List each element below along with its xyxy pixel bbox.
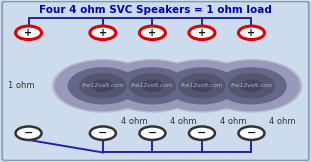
Circle shape — [139, 26, 165, 40]
Circle shape — [118, 68, 187, 104]
Circle shape — [139, 127, 165, 140]
Circle shape — [201, 60, 302, 112]
Circle shape — [229, 74, 275, 98]
Circle shape — [241, 80, 262, 91]
Circle shape — [217, 68, 286, 104]
Text: the12volt.com: the12volt.com — [131, 83, 174, 88]
Text: −: − — [24, 128, 33, 138]
Circle shape — [55, 61, 151, 111]
Text: −: − — [98, 128, 108, 138]
Circle shape — [129, 74, 175, 98]
Circle shape — [191, 80, 212, 91]
Text: 4 ohm: 4 ohm — [121, 117, 147, 127]
Text: the12volt.com: the12volt.com — [81, 83, 124, 88]
Text: −: − — [148, 128, 157, 138]
Circle shape — [16, 26, 42, 40]
Text: Four 4 ohm SVC Speakers = 1 ohm load: Four 4 ohm SVC Speakers = 1 ohm load — [39, 5, 272, 15]
Text: the12volt.com: the12volt.com — [230, 83, 273, 88]
Circle shape — [151, 60, 253, 112]
Text: −: − — [247, 128, 256, 138]
Circle shape — [142, 80, 163, 91]
Text: +: + — [198, 28, 206, 38]
Text: the12volt.com: the12volt.com — [181, 83, 223, 88]
Circle shape — [16, 127, 42, 140]
Circle shape — [52, 60, 153, 112]
Text: +: + — [25, 28, 33, 38]
Text: +: + — [248, 28, 256, 38]
Text: 4 ohm: 4 ohm — [269, 117, 296, 127]
Circle shape — [203, 61, 299, 111]
Text: the12volt.com: the12volt.com — [75, 74, 236, 94]
Text: −: − — [197, 128, 207, 138]
Circle shape — [90, 26, 116, 40]
Circle shape — [167, 68, 236, 104]
Circle shape — [68, 68, 137, 104]
Circle shape — [104, 61, 200, 111]
Circle shape — [189, 26, 215, 40]
FancyBboxPatch shape — [2, 1, 309, 161]
Circle shape — [80, 74, 126, 98]
Circle shape — [90, 127, 116, 140]
Circle shape — [239, 127, 264, 140]
Circle shape — [179, 74, 225, 98]
Circle shape — [189, 127, 215, 140]
Text: 4 ohm: 4 ohm — [170, 117, 197, 127]
Text: 1 ohm: 1 ohm — [8, 81, 35, 90]
Circle shape — [102, 60, 203, 112]
Circle shape — [92, 80, 114, 91]
Text: +: + — [148, 28, 156, 38]
Text: +: + — [99, 28, 107, 38]
Circle shape — [154, 61, 250, 111]
Circle shape — [239, 26, 264, 40]
Text: 4 ohm: 4 ohm — [220, 117, 246, 127]
